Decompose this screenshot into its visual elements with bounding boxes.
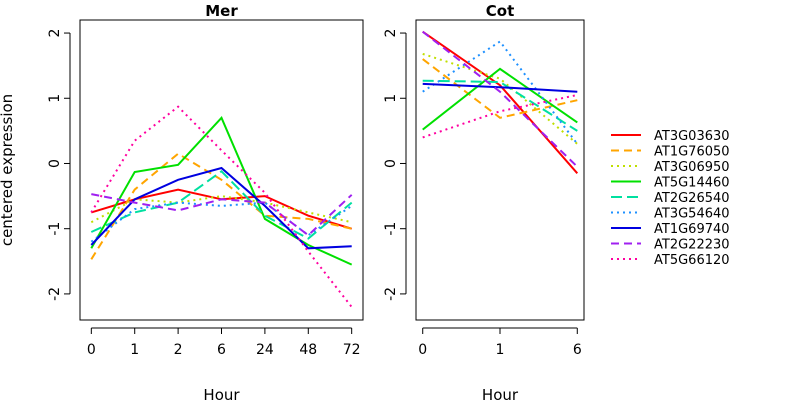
chart-title: Cot	[486, 2, 514, 20]
x-tick-label: 0	[418, 342, 427, 358]
legend-label: AT1G76050	[654, 145, 730, 160]
series-line-at3g54640	[422, 40, 579, 145]
y-tick-label: 2	[383, 29, 399, 38]
series-line-at3g54640	[90, 201, 353, 243]
legend-label: AT5G14460	[654, 176, 730, 191]
legend-item: AT1G69740	[611, 222, 730, 237]
x-tick-label: 24	[256, 342, 274, 358]
series-line-at3g03630	[422, 30, 579, 174]
legend: AT3G03630AT1G76050AT3G06950AT5G14460AT2G…	[611, 129, 730, 268]
y-tick-label: 1	[383, 94, 399, 103]
legend-item: AT2G22230	[611, 238, 730, 253]
y-tick-label: 2	[47, 29, 63, 38]
series-line-at2g26540	[90, 169, 353, 240]
legend-item: AT3G03630	[611, 129, 730, 144]
y-tick-label: -2	[47, 287, 63, 301]
x-tick-label: 1	[496, 342, 505, 358]
legend-item: AT3G54640	[611, 207, 730, 222]
plot-frame	[415, 19, 585, 321]
chart-title: Mer	[205, 2, 238, 20]
legend-label: AT2G22230	[654, 238, 730, 253]
legend-label: AT3G03630	[654, 129, 730, 144]
series-line-at1g69740	[90, 166, 352, 250]
series-line-at5g66120	[90, 105, 353, 308]
series-line-at1g76050	[422, 58, 578, 119]
series-line-at2g22230	[422, 30, 578, 168]
series-line-at2g26540	[422, 79, 578, 132]
x-tick-label: 2	[174, 342, 183, 358]
x-tick-label: 0	[87, 342, 96, 358]
legend-item: AT3G06950	[611, 160, 730, 175]
chart-panel-cot: Cot 0 1 6 Hour -2 -1 0 1 2	[383, 2, 585, 404]
legend-item: AT5G14460	[611, 176, 730, 191]
x-tick-label: 6	[217, 342, 226, 358]
legend-item: AT5G66120	[611, 253, 730, 268]
x-tick-label: 72	[343, 342, 361, 358]
x-tick-label: 1	[130, 342, 139, 358]
x-axis-label: Hour	[203, 386, 240, 400]
y-tick-label: 0	[47, 159, 63, 168]
legend-item: AT1G76050	[611, 145, 730, 160]
y-tick-label: 0	[383, 159, 399, 168]
y-axis-label: centered expression	[0, 94, 16, 246]
series-line-at5g66120	[422, 94, 578, 139]
legend-label: AT5G66120	[654, 253, 730, 268]
x-tick-label: 6	[573, 342, 582, 358]
x-tick-label: 48	[299, 342, 317, 358]
series-line-at2g22230	[91, 193, 353, 237]
series-line-at5g14460	[422, 67, 578, 131]
series-line-at1g69740	[422, 82, 578, 93]
panels-layer: Mer 0 1 2 6 24 48 72 Hour -2 -1 0 1 2 centered express…	[0, 2, 585, 404]
legend-item: AT2G26540	[611, 191, 730, 206]
series-line-at3g03630	[91, 188, 352, 230]
y-tick-label: 1	[47, 94, 63, 103]
legend-label: AT3G54640	[654, 207, 730, 222]
chart-panel-mer: Mer 0 1 2 6 24 48 72 Hour -2 -1 0 1 2 centered express…	[0, 2, 364, 404]
y-tick-label: -1	[383, 222, 399, 236]
x-axis-label: Hour	[482, 386, 519, 400]
y-tick-label: -1	[47, 222, 63, 236]
y-tick-label: -2	[383, 287, 399, 301]
series-line-at1g76050	[90, 152, 352, 260]
legend-label: AT1G69740	[654, 222, 730, 237]
series-line-at5g14460	[90, 115, 353, 266]
plot-frame	[79, 19, 364, 321]
legend-label: AT2G26540	[654, 191, 730, 206]
legend-label: AT3G06950	[654, 160, 730, 175]
